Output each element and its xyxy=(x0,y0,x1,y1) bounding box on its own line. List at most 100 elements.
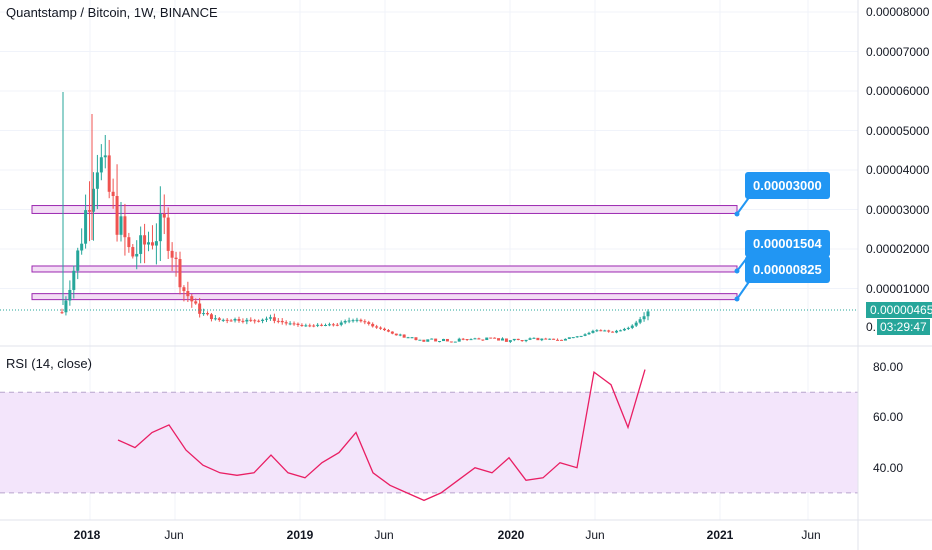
candle-body xyxy=(379,327,383,329)
candle-body xyxy=(477,338,481,340)
candle-body xyxy=(587,332,591,335)
candle-body xyxy=(615,330,619,333)
callout-anchor xyxy=(734,268,740,274)
candle-body xyxy=(449,341,453,343)
candle-body xyxy=(481,339,485,341)
candle-body xyxy=(434,338,438,342)
candle-body xyxy=(115,196,119,235)
candle-body xyxy=(611,331,615,333)
price-tick: 0.00001000 xyxy=(866,281,930,296)
candle-body xyxy=(186,291,190,297)
candle-body xyxy=(453,341,457,343)
candle-body xyxy=(209,314,213,320)
candle-body xyxy=(347,320,351,322)
level-callout-30000[interactable]: 0.00003000 xyxy=(745,172,830,199)
chart-title: Quantstamp / Bitcoin, 1W, BINANCE xyxy=(6,5,218,20)
candle-body xyxy=(571,337,575,339)
candle-body xyxy=(158,213,162,242)
candle-body xyxy=(441,338,445,342)
candle-body xyxy=(599,330,603,332)
candle-body xyxy=(402,334,406,338)
candle-body xyxy=(127,237,131,248)
candle-body xyxy=(221,319,225,321)
candle-body xyxy=(304,325,308,327)
candle-body xyxy=(88,210,92,212)
candle-body xyxy=(382,328,386,331)
candle-body xyxy=(300,324,304,326)
candle-body xyxy=(320,324,324,326)
candle-body xyxy=(630,325,634,328)
candle-body xyxy=(445,338,449,342)
candle-body xyxy=(603,330,607,332)
candle-body xyxy=(265,318,269,320)
candle-body xyxy=(99,157,103,173)
price-tick: 0.00002000 xyxy=(866,242,930,256)
candle-body xyxy=(139,235,143,254)
candle-body xyxy=(493,337,497,339)
candle-body xyxy=(331,324,335,326)
candle-body xyxy=(595,330,599,332)
candle-body xyxy=(292,323,296,325)
candle-body xyxy=(638,319,642,323)
candle-body xyxy=(119,216,123,235)
candle-body xyxy=(64,300,68,313)
candle-body xyxy=(213,318,217,320)
time-tick: 2021 xyxy=(706,528,734,542)
candle-body xyxy=(95,172,99,189)
candle-body xyxy=(190,296,194,302)
time-tick: 2018 xyxy=(73,528,101,542)
candle-body xyxy=(229,320,233,322)
candle-body xyxy=(363,321,367,323)
candle-body xyxy=(461,338,465,340)
candle-body xyxy=(359,319,363,322)
level-callout-15040[interactable]: 0.00001504 xyxy=(745,230,830,257)
candle-body xyxy=(257,320,261,322)
candle-body xyxy=(182,287,186,292)
time-tick: Jun xyxy=(801,528,821,542)
candle-body xyxy=(465,339,469,341)
level-zone-1 xyxy=(31,265,738,273)
current-price-tag: 0.00000465 xyxy=(866,302,932,318)
candle-body xyxy=(504,338,508,342)
candle-body xyxy=(237,318,241,321)
candle-body xyxy=(575,336,579,338)
candle-body xyxy=(536,337,540,341)
candle-body xyxy=(398,334,402,336)
candle-body xyxy=(520,340,524,342)
candle-body xyxy=(394,333,398,336)
candle-body xyxy=(147,242,151,245)
level-callout-8250[interactable]: 0.00000825 xyxy=(745,256,830,283)
candle-body xyxy=(312,325,316,327)
candle-body xyxy=(143,235,147,245)
candle-body xyxy=(410,337,414,339)
rsi-band-fill xyxy=(0,392,858,493)
candle-body xyxy=(335,324,339,326)
candle-body xyxy=(327,324,331,326)
candle-body xyxy=(261,319,265,321)
candle-body xyxy=(225,319,229,321)
level-zone-2 xyxy=(31,293,738,301)
candle-body xyxy=(634,322,638,326)
bar-countdown: 03:29:47 xyxy=(877,319,930,335)
candle-body xyxy=(548,338,552,340)
candle-body xyxy=(154,241,158,246)
candle-body xyxy=(241,320,245,322)
candle-body xyxy=(485,337,489,341)
price-tick: 0.00004000 xyxy=(866,163,930,177)
candle-body xyxy=(607,330,611,332)
candle-body xyxy=(123,216,127,238)
candle-body xyxy=(217,318,221,321)
candle-body xyxy=(194,301,198,304)
candle-body xyxy=(202,313,206,315)
candle-body xyxy=(524,339,528,342)
candle-body xyxy=(532,337,536,339)
price-tick: 0.00003000 xyxy=(866,202,930,217)
candle-body xyxy=(351,320,355,322)
time-tick: 2019 xyxy=(286,528,314,542)
candle-body xyxy=(80,243,84,251)
candle-body xyxy=(430,338,434,340)
candle-body xyxy=(579,335,583,337)
price-tick: 0.00007000 xyxy=(866,44,930,59)
